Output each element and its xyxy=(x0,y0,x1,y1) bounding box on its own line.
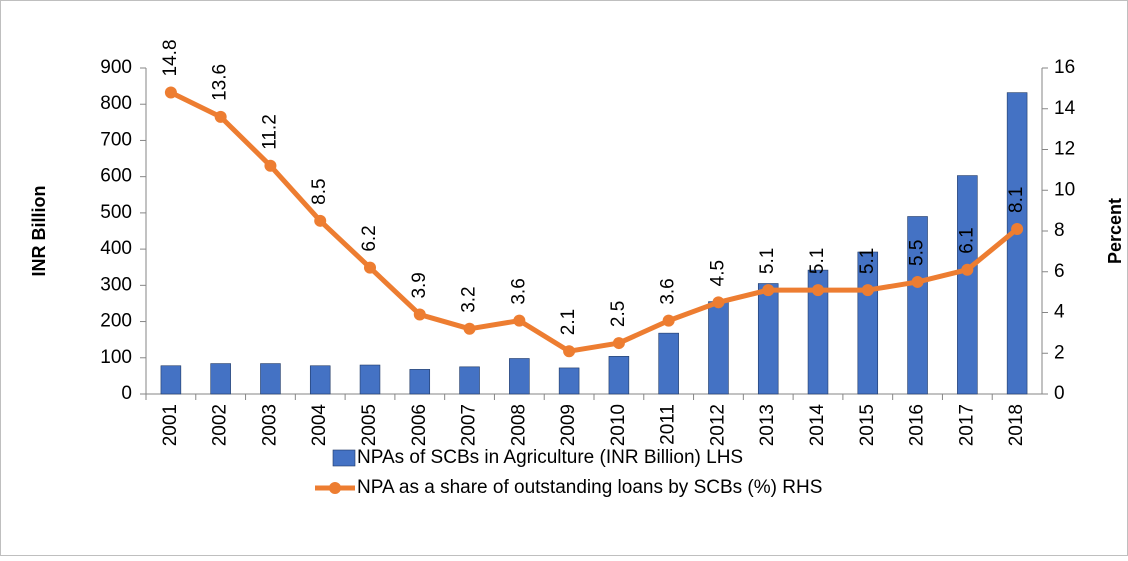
line-marker xyxy=(1011,222,1024,235)
y2-tick-label: 4 xyxy=(1054,302,1065,323)
bar xyxy=(807,269,829,395)
bar xyxy=(260,363,281,395)
y-axis-title: INR Billion xyxy=(29,186,49,277)
x-tick-label: 2001 xyxy=(160,404,181,446)
y2-tick-label: 16 xyxy=(1054,57,1075,78)
data-label: 6.1 xyxy=(956,227,977,253)
bar xyxy=(957,175,978,395)
bar xyxy=(757,283,779,395)
bar xyxy=(708,301,729,395)
y2-tick-label: 12 xyxy=(1054,139,1075,160)
x-tick-label: 2012 xyxy=(707,404,728,446)
y2-tick-label: 14 xyxy=(1054,98,1076,119)
line-marker xyxy=(413,308,426,321)
data-label: 8.1 xyxy=(1006,187,1027,213)
x-tick-label: 2008 xyxy=(508,404,529,446)
bar xyxy=(160,365,182,395)
bar xyxy=(409,369,431,395)
y-tick-label: 600 xyxy=(100,166,132,187)
y-tick-label: 400 xyxy=(100,238,132,259)
x-tick-label: 2014 xyxy=(807,404,828,447)
x-tick-label: 2016 xyxy=(907,404,928,446)
bar xyxy=(210,363,231,395)
line-marker xyxy=(214,110,227,123)
data-label: 6.2 xyxy=(359,225,380,251)
line-marker xyxy=(612,337,625,350)
line-marker xyxy=(812,284,824,297)
x-tick-label: 2018 xyxy=(1006,404,1027,446)
line xyxy=(169,90,1019,354)
bar xyxy=(1006,92,1028,395)
line-marker xyxy=(662,314,675,327)
bar xyxy=(658,332,679,395)
line-marker xyxy=(513,314,526,327)
x-tick-label: 2004 xyxy=(309,404,330,447)
data-label: 4.5 xyxy=(707,260,728,286)
y2-tick-label: 0 xyxy=(1054,383,1065,404)
x-tick-label: 2013 xyxy=(757,404,778,446)
bar xyxy=(309,365,331,395)
data-label: 2.1 xyxy=(558,309,579,335)
legend-label: NPA as a share of outstanding loans by S… xyxy=(357,477,822,498)
y-tick-label: 0 xyxy=(121,383,132,404)
data-label: 5.1 xyxy=(807,248,828,274)
y-tick-label: 700 xyxy=(100,129,132,150)
line-marker xyxy=(264,159,277,172)
x-tick-label: 2007 xyxy=(459,404,480,446)
data-label: 5.5 xyxy=(907,240,928,266)
bar xyxy=(359,364,381,395)
x-tick-label: 2002 xyxy=(210,404,231,446)
data-label: 5.1 xyxy=(857,248,878,274)
legend-marker xyxy=(329,482,341,494)
data-label: 14.8 xyxy=(160,39,181,76)
x-tick-label: 2006 xyxy=(409,404,430,446)
y-tick-label: 200 xyxy=(100,311,132,332)
legend-label: NPAs of SCBs in Agriculture (INR Billion… xyxy=(357,447,743,468)
x-tick-label: 2009 xyxy=(558,404,579,446)
legend-swatch xyxy=(332,449,356,467)
line-marker xyxy=(364,261,376,274)
line-marker xyxy=(861,284,874,297)
data-label: 3.9 xyxy=(409,272,430,298)
bar xyxy=(459,366,480,395)
line-marker xyxy=(164,86,177,99)
data-label: 13.6 xyxy=(210,64,231,101)
y2-tick-label: 6 xyxy=(1054,261,1065,282)
y2-tick-label: 2 xyxy=(1054,342,1065,363)
y-tick-label: 800 xyxy=(100,93,132,114)
y-tick-label: 100 xyxy=(100,347,132,368)
x-tick-label: 2011 xyxy=(658,404,679,445)
data-label: 3.6 xyxy=(658,278,679,304)
y-tick-label: 300 xyxy=(100,274,132,295)
bar xyxy=(608,356,630,395)
y2-tick-label: 10 xyxy=(1054,179,1075,200)
line-marker xyxy=(762,284,775,297)
bar xyxy=(509,358,530,395)
x-tick-label: 2005 xyxy=(359,404,380,446)
line-marker xyxy=(314,214,327,227)
bar xyxy=(558,367,580,395)
x-tick-label: 2015 xyxy=(857,404,878,446)
line-marker xyxy=(463,322,476,335)
line-marker xyxy=(911,275,924,288)
line-marker xyxy=(563,345,576,358)
y2-tick-label: 8 xyxy=(1054,220,1065,241)
y-tick-label: 500 xyxy=(100,202,132,223)
x-tick-label: 2010 xyxy=(608,404,629,446)
y2-axis-title: Percent xyxy=(1105,198,1125,264)
data-label: 3.2 xyxy=(459,286,480,312)
data-label: 8.5 xyxy=(309,178,330,204)
line-marker xyxy=(961,263,974,276)
x-tick-label: 2003 xyxy=(259,404,280,446)
x-tick-label: 2017 xyxy=(956,404,977,446)
line-marker xyxy=(712,296,725,309)
data-label: 11.2 xyxy=(259,114,280,150)
bar xyxy=(907,216,928,395)
data-label: 5.1 xyxy=(757,248,778,274)
data-label: 3.6 xyxy=(508,278,529,304)
y-tick-label: 900 xyxy=(100,57,132,78)
data-label: 2.5 xyxy=(608,301,629,327)
